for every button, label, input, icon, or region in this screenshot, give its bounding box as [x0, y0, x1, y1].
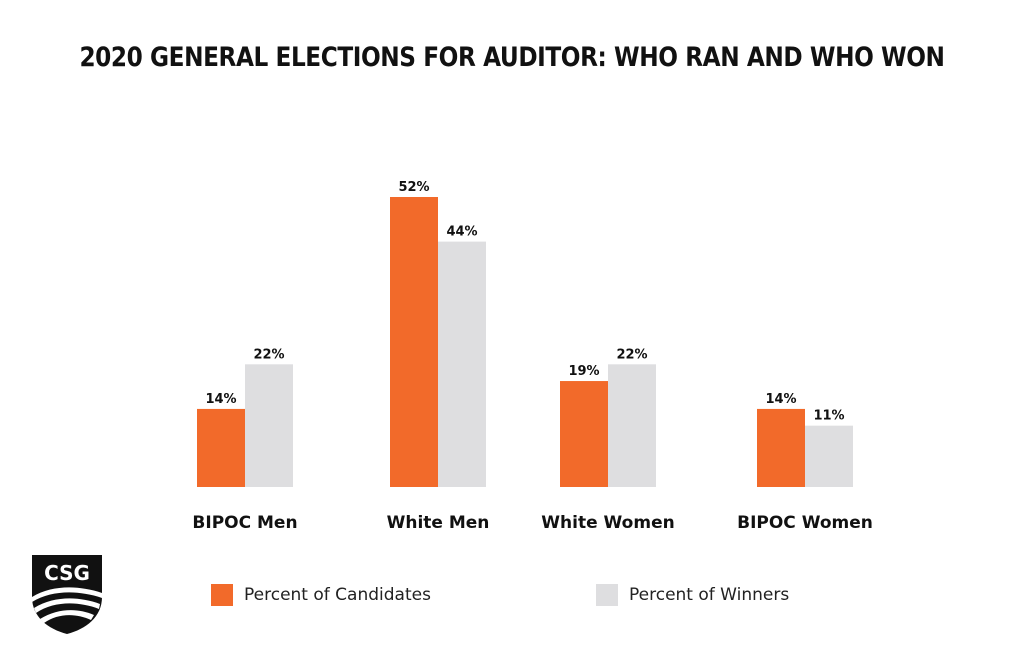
bar-white-women-percent-of-winners: [608, 364, 656, 487]
bar-white-men-percent-of-winners: [438, 241, 486, 487]
legend-label-candidates: Percent of Candidates: [244, 585, 431, 605]
category-label-bipoc-men: BIPOC Men: [192, 513, 297, 533]
value-label-bipoc-men-percent-of-candidates: 14%: [205, 392, 236, 407]
value-label-white-women-percent-of-winners: 22%: [616, 347, 647, 362]
legend-swatch-winners: [596, 584, 618, 606]
bar-white-men-percent-of-candidates: [390, 197, 438, 487]
csg-logo: CSG: [32, 555, 102, 634]
value-label-bipoc-men-percent-of-winners: 22%: [253, 347, 284, 362]
bar-bipoc-men-percent-of-candidates: [197, 408, 245, 487]
bar-bipoc-women-percent-of-winners: [805, 425, 853, 487]
bars-layer: [197, 197, 853, 487]
bar-bipoc-women-percent-of-candidates: [757, 408, 805, 487]
value-label-white-women-percent-of-candidates: 19%: [568, 364, 599, 379]
category-labels-layer: BIPOC Men White Men White Women BIPOC Women: [192, 513, 872, 533]
legend: Percent of Candidates Percent of Winners: [211, 584, 851, 608]
logo-stripe-1: [32, 587, 102, 602]
chart-title: 2020 GENERAL ELECTIONS FOR AUDITOR: WHO …: [79, 42, 945, 73]
legend-label-winners: Percent of Winners: [629, 585, 790, 605]
bar-white-women-percent-of-candidates: [560, 381, 608, 487]
logo-text: CSG: [44, 561, 90, 585]
value-label-white-men-percent-of-candidates: 52%: [398, 180, 429, 195]
category-label-white-women: White Women: [541, 513, 674, 533]
legend-swatch-candidates: [211, 584, 233, 606]
logo-stripe-2: [34, 598, 100, 613]
value-label-white-men-percent-of-winners: 44%: [446, 225, 477, 240]
labels-layer: 14% 22% 52% 44% 19% 22% 14% 11%: [205, 180, 844, 424]
bar-bipoc-men-percent-of-winners: [245, 364, 293, 487]
category-label-white-men: White Men: [387, 513, 490, 533]
value-label-bipoc-women-percent-of-candidates: 14%: [765, 392, 796, 407]
value-label-bipoc-women-percent-of-winners: 11%: [813, 409, 844, 424]
category-label-bipoc-women: BIPOC Women: [737, 513, 873, 533]
logo-stripe-3: [40, 610, 94, 623]
